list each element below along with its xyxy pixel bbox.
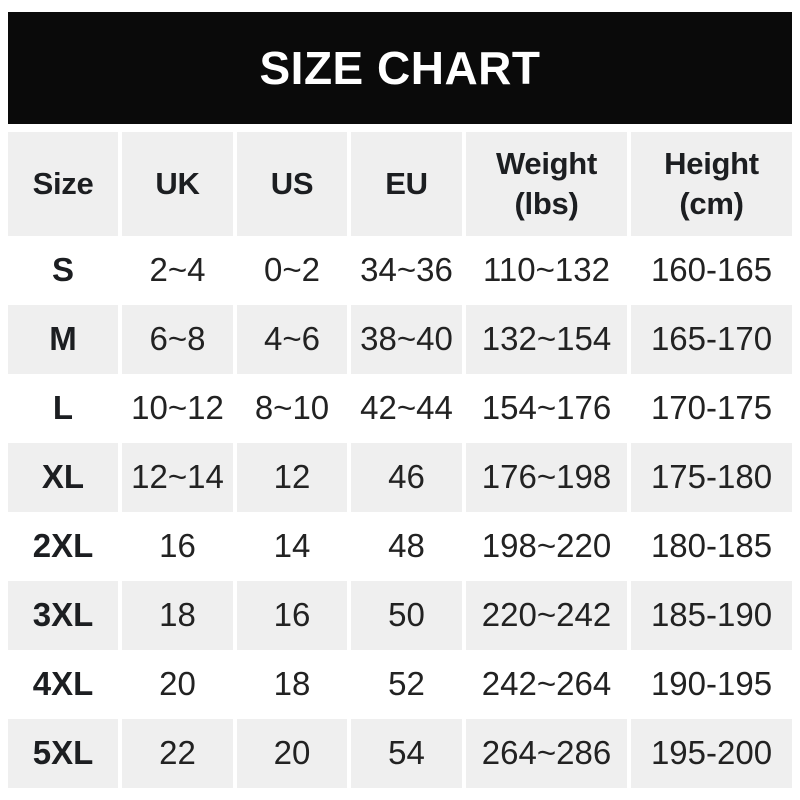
eu-cell: 48 (388, 527, 425, 565)
height-cell: 170-175 (650, 389, 773, 427)
uk-cell: 22 (122, 719, 233, 788)
eu-cell: 46 (351, 443, 462, 512)
us-cell: 20 (237, 719, 347, 788)
uk-cell: 10~12 (131, 389, 224, 427)
size-cell: XL (8, 443, 118, 512)
table-row-s: S 2~4 0~2 34~36 110~132 160-165 (8, 236, 792, 305)
height-cell: 185-190 (631, 581, 792, 650)
height-cell: 180-185 (650, 527, 773, 565)
us-cell: 16 (237, 581, 347, 650)
weight-cell: 132~154 (466, 305, 627, 374)
column-header-us: US (237, 132, 347, 236)
table-row-3xl: 3XL 18 16 50 220~242 185-190 (8, 581, 792, 650)
height-cell: 160-165 (650, 251, 773, 289)
weight-cell: 176~198 (466, 443, 627, 512)
uk-cell: 18 (122, 581, 233, 650)
us-cell: 0~2 (264, 251, 320, 289)
height-cell: 190-195 (650, 665, 773, 703)
weight-cell: 110~132 (483, 251, 610, 289)
uk-cell: 20 (159, 665, 196, 703)
uk-cell: 12~14 (122, 443, 233, 512)
us-cell: 8~10 (254, 389, 330, 427)
eu-cell: 34~36 (360, 251, 453, 289)
eu-cell: 38~40 (351, 305, 462, 374)
eu-cell: 42~44 (360, 389, 453, 427)
table-row-5xl: 5XL 22 20 54 264~286 195-200 (8, 719, 792, 788)
table-header-row: Size UK US EU Weight (lbs) Height (cm) (8, 132, 792, 236)
uk-cell: 2~4 (149, 251, 206, 289)
height-cell: 195-200 (631, 719, 792, 788)
table-row-m: M 6~8 4~6 38~40 132~154 165-170 (8, 305, 792, 374)
size-cell: 3XL (8, 581, 118, 650)
height-cell: 175-180 (631, 443, 792, 512)
size-table: Size UK US EU Weight (lbs) Height (cm) S… (8, 132, 792, 788)
eu-cell: 54 (351, 719, 462, 788)
table-row-2xl: 2XL 16 14 48 198~220 180-185 (8, 512, 792, 581)
height-cell: 165-170 (631, 305, 792, 374)
us-cell: 12 (237, 443, 347, 512)
weight-cell: 242~264 (481, 665, 612, 703)
size-chart-banner: SIZE CHART (8, 12, 792, 124)
uk-cell: 16 (159, 527, 196, 565)
size-cell: 4XL (32, 665, 94, 703)
weight-cell: 154~176 (481, 389, 612, 427)
weight-cell: 198~220 (481, 527, 612, 565)
column-header-weight: Weight (lbs) (466, 132, 627, 236)
column-header-height: Height (cm) (631, 132, 792, 236)
eu-cell: 52 (388, 665, 425, 703)
us-cell: 14 (273, 527, 311, 565)
table-row-xl: XL 12~14 12 46 176~198 175-180 (8, 443, 792, 512)
weight-cell: 220~242 (466, 581, 627, 650)
size-cell: 5XL (8, 719, 118, 788)
size-cell: L (52, 389, 74, 427)
page-title: SIZE CHART (259, 42, 541, 94)
table-row-4xl: 4XL 20 18 52 242~264 190-195 (8, 650, 792, 719)
size-cell: 2XL (32, 527, 94, 565)
us-cell: 4~6 (237, 305, 347, 374)
size-cell: S (51, 251, 74, 289)
column-header-eu: EU (351, 132, 462, 236)
size-cell: M (8, 305, 118, 374)
uk-cell: 6~8 (122, 305, 233, 374)
column-header-size: Size (8, 132, 118, 236)
eu-cell: 50 (351, 581, 462, 650)
weight-cell: 264~286 (466, 719, 627, 788)
column-header-uk: UK (122, 132, 233, 236)
us-cell: 18 (273, 665, 311, 703)
table-row-l: L 10~12 8~10 42~44 154~176 170-175 (8, 374, 792, 443)
